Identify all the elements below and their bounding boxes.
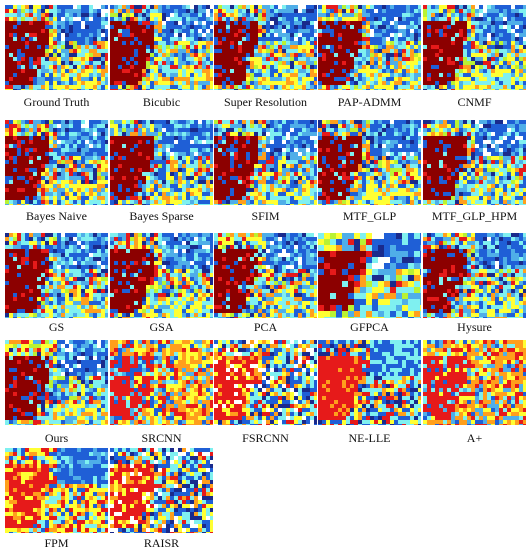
classification-map-image bbox=[214, 340, 317, 425]
map-panel-gs bbox=[5, 233, 108, 318]
map-panel-super-resolution bbox=[214, 5, 317, 90]
panel-caption-ne-lle: NE-LLE bbox=[348, 431, 391, 445]
classification-map-image bbox=[214, 5, 317, 90]
classification-map-image bbox=[110, 340, 213, 425]
classification-map-image bbox=[318, 233, 421, 318]
classification-map-image bbox=[423, 340, 526, 425]
panel-caption-bicubic: Bicubic bbox=[142, 95, 181, 109]
map-panel-bayes-naive bbox=[5, 120, 108, 205]
map-panel-a bbox=[423, 340, 526, 425]
classification-map-image bbox=[5, 448, 108, 533]
panel-caption-fpm: FPM bbox=[44, 536, 69, 550]
classification-map-image bbox=[110, 5, 213, 90]
panel-caption-pca: PCA bbox=[253, 320, 278, 334]
panel-caption-gsa: GSA bbox=[149, 320, 174, 334]
classification-map-image bbox=[318, 340, 421, 425]
panel-caption-mtf-glp: MTF_GLP bbox=[342, 209, 397, 223]
panel-caption-hysure: Hysure bbox=[457, 320, 492, 334]
classification-map-image bbox=[5, 340, 108, 425]
panel-caption-ours: Ours bbox=[44, 431, 69, 445]
classification-map-image bbox=[5, 120, 108, 205]
map-panel-cnmf bbox=[423, 5, 526, 90]
map-panel-pca bbox=[214, 233, 317, 318]
classification-map-image bbox=[110, 233, 213, 318]
map-panel-raisr bbox=[110, 448, 213, 533]
map-panel-ground-truth bbox=[5, 5, 108, 90]
panel-caption-cnmf: CNMF bbox=[457, 95, 492, 109]
map-panel-bayes-sparse bbox=[110, 120, 213, 205]
panel-caption-super-resolution: Super Resolution bbox=[224, 95, 307, 109]
classification-map-image bbox=[423, 120, 526, 205]
panel-caption-a: A+ bbox=[466, 431, 483, 445]
map-panel-sfim bbox=[214, 120, 317, 205]
classification-map-image bbox=[214, 120, 317, 205]
map-panel-gfpca bbox=[318, 233, 421, 318]
panel-caption-fsrcnn: FSRCNN bbox=[242, 431, 289, 445]
map-panel-bicubic bbox=[110, 5, 213, 90]
panel-caption-bayes-sparse: Bayes Sparse bbox=[129, 209, 194, 223]
classification-map-image bbox=[5, 233, 108, 318]
classification-map-image bbox=[110, 120, 213, 205]
map-panel-mtf-glp bbox=[318, 120, 421, 205]
classification-map-image bbox=[5, 5, 108, 90]
panel-caption-mtf-glp-hpm: MTF_GLP_HPM bbox=[431, 209, 518, 223]
panel-caption-ground-truth: Ground Truth bbox=[23, 95, 90, 109]
map-panel-pap-admm bbox=[318, 5, 421, 90]
classification-map-image bbox=[423, 5, 526, 90]
map-panel-ne-lle bbox=[318, 340, 421, 425]
panel-caption-sfim: SFIM bbox=[251, 209, 280, 223]
panel-caption-pap-admm: PAP-ADMM bbox=[337, 95, 402, 109]
classification-map-image bbox=[110, 448, 213, 533]
map-panel-fsrcnn bbox=[214, 340, 317, 425]
map-panel-srcnn bbox=[110, 340, 213, 425]
classification-map-image bbox=[423, 233, 526, 318]
map-panel-gsa bbox=[110, 233, 213, 318]
panel-caption-bayes-naive: Bayes Naive bbox=[26, 209, 87, 223]
classification-map-image bbox=[318, 120, 421, 205]
panel-caption-raisr: RAISR bbox=[143, 536, 180, 550]
classification-map-image bbox=[214, 233, 317, 318]
panel-caption-srcnn: SRCNN bbox=[141, 431, 182, 445]
map-panel-ours bbox=[5, 340, 108, 425]
panel-caption-gfpca: GFPCA bbox=[350, 320, 389, 334]
panel-caption-gs: GS bbox=[48, 320, 65, 334]
classification-map-image bbox=[318, 5, 421, 90]
map-panel-hysure bbox=[423, 233, 526, 318]
map-panel-fpm bbox=[5, 448, 108, 533]
map-panel-mtf-glp-hpm bbox=[423, 120, 526, 205]
